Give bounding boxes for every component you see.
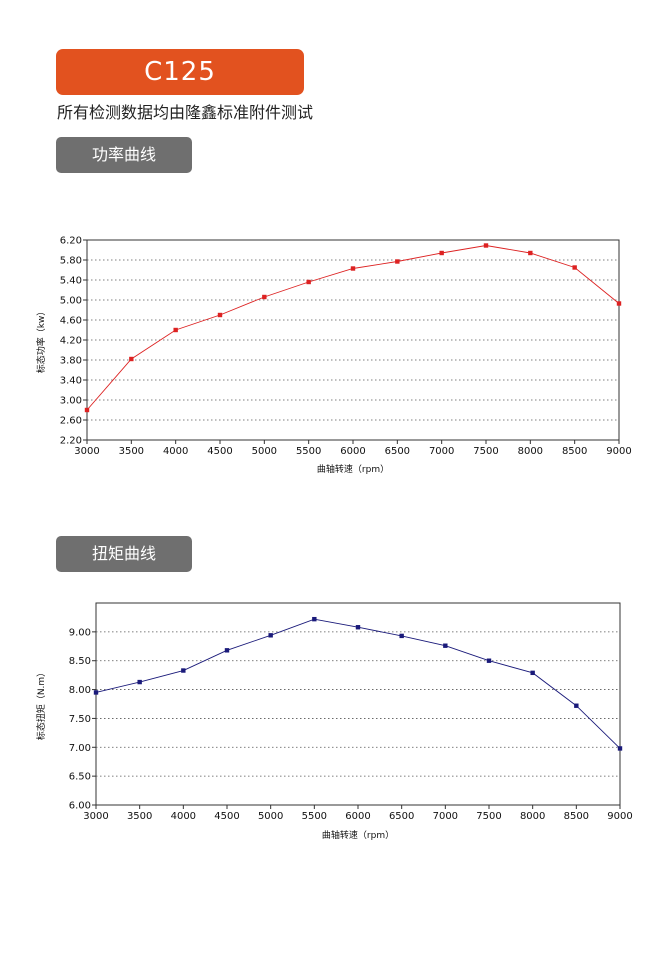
torque-data-point [399, 633, 404, 639]
x-tick-label: 3000 [74, 446, 99, 457]
torque-data-point [530, 670, 535, 676]
model-title-badge: C125 [56, 49, 304, 95]
x-tick-label: 5000 [258, 811, 283, 822]
power-data-point [217, 312, 223, 318]
torque-data-point [312, 616, 317, 622]
x-tick-label: 4000 [171, 811, 196, 822]
x-tick-label: 6000 [340, 446, 365, 457]
test-note: 所有检测数据均由隆鑫标准附件测试 [57, 103, 314, 122]
torque-data-point [181, 668, 186, 673]
power-data-point [262, 294, 267, 300]
x-tick-label: 6500 [389, 811, 414, 822]
x-tick-label: 6000 [345, 811, 370, 822]
y-tick-label: 7.50 [69, 714, 91, 725]
power-data-point [306, 279, 311, 285]
y-tick-label: 9.00 [69, 627, 91, 638]
x-tick-label: 3500 [119, 446, 144, 457]
y-tick-label: 3.00 [60, 396, 82, 407]
x-tick-label: 4500 [207, 446, 232, 457]
y-tick-label: 2.20 [60, 436, 82, 447]
x-tick-label: 8500 [562, 446, 587, 457]
torque-series-line [95, 618, 621, 749]
power-data-point [129, 356, 134, 362]
y-axis-label: 标态扭矩（N.m） [35, 668, 47, 740]
y-tick-label: 5.80 [60, 256, 82, 267]
x-axis-label: 曲轴转速（rpm） [317, 463, 389, 475]
power-data-point [483, 243, 489, 248]
power-curve-chart: 2.20 2.60 3.00 3.40 3.80 4.20 4.60 5.00 5.40 5.80… [35, 236, 632, 476]
x-tick-label: 4000 [163, 446, 188, 457]
torque-data-point [617, 746, 623, 751]
power-data-point [572, 265, 577, 270]
power-data-point [350, 266, 356, 271]
power-data-point [616, 301, 622, 306]
power-data-point [528, 250, 533, 256]
plot-frame [95, 602, 621, 806]
torque-data-point [137, 679, 142, 685]
x-tick-label: 3000 [83, 811, 108, 822]
x-tick-label: 7000 [433, 811, 458, 822]
x-tick-label: 3500 [127, 811, 152, 822]
y-axis-label: 标态功率（kw） [35, 307, 47, 374]
y-tick-label: 7.00 [69, 743, 91, 754]
y-tick-label: 6.20 [60, 236, 82, 247]
x-axis-label: 曲轴转速（rpm） [322, 829, 394, 841]
section-label-power: 功率曲线 [56, 137, 192, 173]
torque-curve-chart: 6.00 6.50 7.00 7.50 8.00 8.50 9.00 3000 3500 4000… [35, 602, 633, 841]
torque-data-point [355, 625, 361, 630]
power-data-point [173, 327, 178, 333]
y-tick-label: 5.00 [60, 296, 82, 307]
y-tick-label: 8.00 [69, 685, 91, 696]
x-tick-label: 4500 [214, 811, 239, 822]
torque-data-point [574, 703, 579, 708]
power-data-point [395, 259, 400, 264]
x-tick-label: 7000 [429, 446, 454, 457]
torque-data-point [486, 658, 492, 663]
x-tick-label: 7500 [476, 811, 501, 822]
y-tick-label: 5.40 [60, 276, 82, 287]
y-tick-label: 4.60 [60, 316, 82, 327]
power-data-point [84, 407, 90, 413]
x-tick-label: 6500 [385, 446, 410, 457]
x-tick-label: 8500 [564, 811, 589, 822]
x-tick-label: 8000 [520, 811, 545, 822]
x-tick-label: 9000 [606, 446, 631, 457]
y-tick-label: 3.80 [60, 356, 82, 367]
power-data-point [439, 250, 444, 256]
torque-data-point [224, 648, 230, 653]
section-label-torque: 扭矩曲线 [56, 536, 192, 572]
x-tick-label: 8000 [518, 446, 543, 457]
y-tick-label: 2.60 [60, 416, 82, 427]
x-tick-label: 5000 [252, 446, 277, 457]
x-tick-label: 5500 [296, 446, 321, 457]
y-tick-label: 8.50 [69, 656, 91, 667]
torque-data-point [268, 633, 273, 638]
y-tick-label: 6.50 [69, 772, 91, 783]
x-tick-label: 7500 [473, 446, 498, 457]
y-tick-label: 4.20 [60, 336, 82, 347]
x-tick-label: 9000 [607, 811, 632, 822]
torque-data-point [93, 690, 99, 695]
x-tick-label: 5500 [302, 811, 327, 822]
y-tick-label: 6.00 [69, 801, 91, 812]
y-tick-label: 3.40 [60, 376, 82, 387]
torque-data-point [443, 643, 448, 648]
